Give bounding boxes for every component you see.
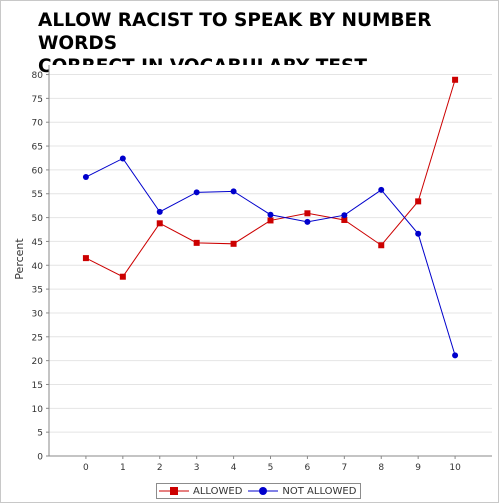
y-tick-label: 80 <box>32 71 44 81</box>
legend-item-not-allowed: NOT ALLOWED <box>248 485 356 497</box>
data-point-not-allowed <box>415 230 422 237</box>
y-tick-label: 45 <box>32 238 43 248</box>
x-tick-label: 0 <box>83 463 89 473</box>
data-point-not-allowed <box>119 155 126 162</box>
data-point-allowed <box>378 242 385 249</box>
data-point-not-allowed <box>378 186 385 193</box>
legend: ALLOWED NOT ALLOWED <box>156 483 362 499</box>
y-tick-label: 55 <box>32 190 43 200</box>
y-tick-label: 0 <box>37 453 43 463</box>
data-point-allowed <box>415 198 422 205</box>
y-tick-label: 30 <box>32 309 44 319</box>
data-point-allowed <box>156 220 163 227</box>
legend-swatch-not-allowed <box>248 487 279 495</box>
x-tick-label: 10 <box>449 463 461 473</box>
y-tick-label: 40 <box>32 262 44 272</box>
data-point-not-allowed <box>452 352 459 359</box>
x-tick-label: 9 <box>415 463 421 473</box>
x-tick-label: 6 <box>305 463 311 473</box>
x-tick-label: 5 <box>268 463 274 473</box>
y-tick-label: 50 <box>32 214 44 224</box>
y-tick-label: 65 <box>32 143 43 153</box>
y-tick-label: 15 <box>32 381 43 391</box>
x-tick-label: 2 <box>157 463 163 473</box>
series-layer <box>82 76 459 359</box>
y-tick-label: 10 <box>32 405 44 415</box>
y-tick-label: 5 <box>37 429 43 439</box>
y-tick-label: 20 <box>32 357 44 367</box>
x-tick-label: 7 <box>341 463 347 473</box>
data-point-not-allowed <box>304 218 311 225</box>
legend-swatch-allowed <box>159 487 189 495</box>
data-point-not-allowed <box>193 189 200 196</box>
data-point-allowed <box>119 273 126 280</box>
x-tick-label: 1 <box>120 463 126 473</box>
y-tick-label: 75 <box>32 95 43 105</box>
y-tick-label: 35 <box>32 286 43 296</box>
data-point-not-allowed <box>230 188 237 195</box>
data-point-allowed <box>230 240 237 247</box>
data-point-not-allowed <box>156 208 163 215</box>
grid-layer <box>49 65 492 456</box>
data-point-allowed <box>304 210 311 217</box>
data-point-not-allowed <box>82 174 89 181</box>
plot-background <box>49 65 492 456</box>
data-point-allowed <box>341 216 348 223</box>
y-tick-label: 70 <box>32 119 44 129</box>
legend-label-allowed: ALLOWED <box>193 485 243 497</box>
x-tick-label: 4 <box>231 463 237 473</box>
data-point-allowed <box>82 255 89 262</box>
legend-item-allowed: ALLOWED <box>159 485 242 497</box>
y-tick-label: 60 <box>32 166 44 176</box>
data-point-not-allowed <box>267 211 274 218</box>
data-point-allowed <box>267 217 274 224</box>
data-point-allowed <box>193 239 200 246</box>
data-point-not-allowed <box>341 212 348 219</box>
x-tick-label: 8 <box>378 463 384 473</box>
y-tick-label: 25 <box>32 333 43 343</box>
x-tick-label: 3 <box>194 463 200 473</box>
y-axis-label: Percent <box>13 238 26 280</box>
data-point-allowed <box>452 76 459 83</box>
legend-label-not-allowed: NOT ALLOWED <box>282 485 357 497</box>
